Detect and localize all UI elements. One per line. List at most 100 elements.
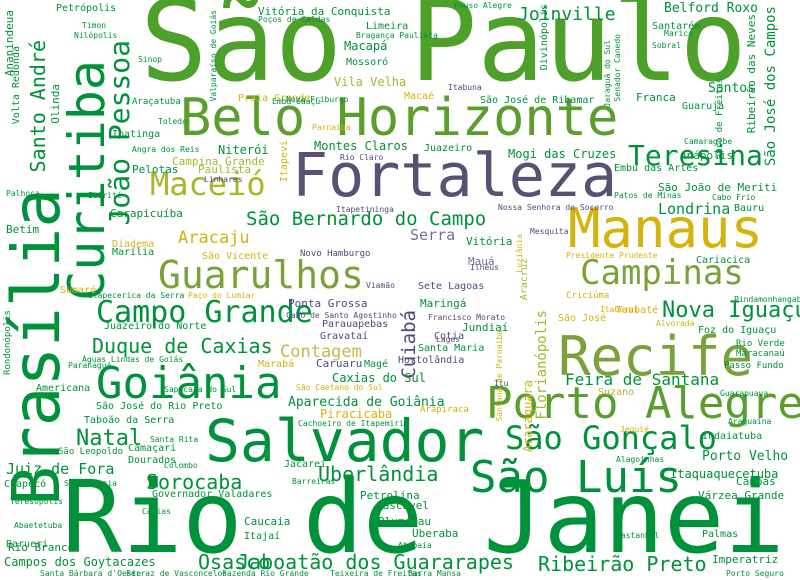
word: Foz do Iguaçu <box>698 325 777 336</box>
word: Limeira <box>366 21 409 32</box>
word: Juazeiro do Norte <box>104 321 207 332</box>
word: Juazeiro <box>424 143 473 154</box>
word: Mossoró <box>346 57 389 68</box>
word: Jacareí <box>284 459 327 470</box>
word: Caxias <box>142 507 171 516</box>
word: Pouso Alegre <box>454 1 512 10</box>
word: São Luís <box>470 452 682 503</box>
word: Valparaíso de Goiás <box>209 10 218 102</box>
word: Campos dos Goytacazes <box>4 555 156 569</box>
word: Teresópolis <box>10 497 63 506</box>
word: Campo Grande <box>96 295 313 330</box>
word: Embu das Artes <box>614 163 699 174</box>
word: Araçatuba <box>132 97 181 107</box>
word: Nova Iguaçu <box>662 298 800 323</box>
word: Rondonópolis <box>3 310 13 376</box>
word: Francisco Morato <box>428 313 506 322</box>
word: Taboão da Serra <box>84 415 175 426</box>
word: São José de Ribamar <box>480 95 595 106</box>
word: Chapecó <box>4 479 47 490</box>
word: Teixeira de Freitas <box>330 569 422 578</box>
word: Caxias do Sul <box>332 371 426 385</box>
word: Santarém <box>652 21 701 32</box>
word: Belo Horizonte <box>180 88 619 148</box>
word: Contagem <box>280 342 362 362</box>
word: Santa Bárbara d'Oeste <box>40 569 142 578</box>
word: Volta Redonda <box>11 46 22 125</box>
word: Niterói <box>218 143 269 157</box>
word: Araguaína <box>728 417 772 426</box>
word: Guarujá <box>682 101 725 112</box>
word: Natal <box>76 426 143 451</box>
word: Ponta Grossa <box>288 297 368 310</box>
word: Embu-Guaçu <box>272 97 321 106</box>
word: Suzano <box>598 387 635 398</box>
word: Jundiaí <box>462 321 509 334</box>
word: Itu <box>494 379 509 388</box>
word: Uberaba <box>412 527 459 540</box>
word: Goiânia <box>96 358 282 409</box>
word: Osasco <box>198 550 271 574</box>
word: Cabo Frio <box>712 193 756 202</box>
word: Parauapebas <box>322 319 389 330</box>
word: Anápolis <box>680 149 733 162</box>
word: Maceió <box>150 165 266 203</box>
word: Rio de Janeiro <box>62 459 800 576</box>
word: Atibaia <box>398 541 432 550</box>
word: Betim <box>6 223 40 236</box>
word: Paranaguá <box>68 361 112 370</box>
word: Barueri <box>6 539 49 550</box>
word: Campina Grande <box>172 155 265 168</box>
word: Londrina <box>658 200 731 218</box>
word: Bauru <box>734 203 765 214</box>
word: Vitória da Conquista <box>258 5 391 18</box>
word: Senador Canedo <box>613 34 622 102</box>
word: Joinville <box>518 4 616 25</box>
word: Cariacica <box>696 255 751 266</box>
word: Nilópolis <box>74 31 118 40</box>
word: Juiz de Fora <box>6 460 115 478</box>
word: Patos de Minas <box>614 191 682 200</box>
word: São Leopoldo <box>58 447 124 457</box>
word: Santa Luzia <box>64 479 117 488</box>
word: Nova Friburgo <box>286 95 349 104</box>
word: Itapetininga <box>336 205 394 214</box>
word: Itabuna <box>448 83 482 92</box>
word: Fortaleza <box>292 141 618 211</box>
word: Caruaru <box>316 357 363 370</box>
word: Praia Grande <box>238 93 311 104</box>
word: Parnaíba <box>312 123 351 132</box>
word: Santa Rita <box>150 435 199 444</box>
word: Lauro de Freitas <box>715 78 725 165</box>
word: Duque de Caxias <box>92 334 273 358</box>
word: Guarulhos <box>158 253 364 297</box>
word: Montes Claros <box>314 139 408 153</box>
word: Governador Valadares <box>152 489 273 500</box>
word: Piracicaba <box>320 407 393 421</box>
word: Olinda <box>49 84 62 124</box>
word: Ferraz de Vasconcelos <box>126 569 228 578</box>
word: Camaçari <box>128 443 177 454</box>
word: Caucaia <box>244 515 291 528</box>
word: Ribeirão das Neves <box>745 14 758 134</box>
word: Novo Hamburgo <box>300 249 371 259</box>
word: Palmas <box>702 529 739 540</box>
word: Itajaí <box>244 531 281 542</box>
word: Viamão <box>366 281 395 290</box>
word: Alagoinhas <box>616 455 665 464</box>
word: Ibirité <box>88 191 122 200</box>
word: Barra Mansa <box>408 569 461 578</box>
word: Manaus <box>568 197 764 260</box>
word: Sinop <box>138 55 163 64</box>
word: Sumaré <box>60 285 97 296</box>
word: São José do Rio Preto <box>96 401 223 412</box>
word: Castanhal <box>616 531 660 540</box>
word: Santo André <box>26 40 50 173</box>
word: Carapicuíba <box>110 207 183 220</box>
word: Serra <box>410 226 456 244</box>
word: São Bernardo do Campo <box>246 208 487 230</box>
word: Macaé <box>404 91 435 102</box>
word: Paço do Lumiar <box>188 291 256 300</box>
word: São João de Meriti <box>658 181 778 194</box>
word: Sorocaba <box>146 470 243 494</box>
